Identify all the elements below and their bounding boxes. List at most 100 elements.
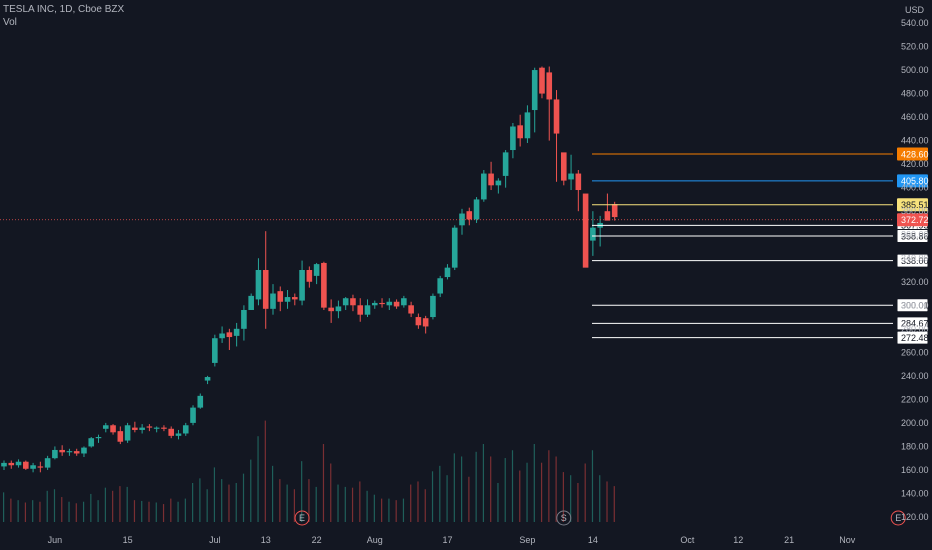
volume-bar bbox=[308, 479, 310, 522]
volume-bar bbox=[359, 481, 361, 522]
event-marker-label: S bbox=[561, 513, 567, 523]
volume-bar bbox=[177, 501, 179, 522]
candle-body bbox=[233, 328, 240, 336]
candle-body bbox=[466, 211, 473, 220]
volume-bar bbox=[75, 503, 77, 522]
horizontal-levels: 428.60405.80385.51367.95358.86338.00300.… bbox=[0, 147, 929, 345]
candle-body bbox=[488, 173, 494, 186]
candle-body bbox=[430, 295, 436, 318]
candle-body bbox=[611, 204, 618, 218]
candle-body bbox=[386, 301, 393, 306]
volume-bar bbox=[257, 436, 259, 522]
volume-label[interactable]: Vol bbox=[3, 17, 17, 28]
volume-bar bbox=[279, 479, 281, 522]
price-tick-label: 320.00 bbox=[901, 277, 929, 287]
time-tick-label: 22 bbox=[312, 535, 322, 545]
volume-bar bbox=[170, 498, 172, 522]
level-price-label: 358.86 bbox=[901, 231, 929, 241]
candle-body bbox=[335, 306, 342, 312]
time-tick-label: 12 bbox=[733, 535, 743, 545]
volume-bar bbox=[366, 490, 368, 522]
candle-body bbox=[204, 377, 211, 381]
volume-bar bbox=[330, 463, 332, 522]
price-tick-label: 220.00 bbox=[901, 394, 929, 404]
candle-body bbox=[313, 264, 320, 276]
price-tick-label: 180.00 bbox=[901, 441, 929, 451]
price-tick-label: 260.00 bbox=[901, 347, 929, 357]
volume-bar bbox=[17, 500, 19, 522]
candle-body bbox=[59, 449, 65, 453]
volume-bar bbox=[613, 486, 615, 522]
price-tick-label: 500.00 bbox=[901, 65, 929, 75]
candle-body bbox=[15, 461, 22, 466]
volume-bar bbox=[24, 502, 27, 522]
volume-bar bbox=[511, 450, 514, 522]
volume-bar bbox=[301, 461, 303, 522]
candle-body bbox=[255, 270, 262, 300]
volume-bar bbox=[250, 459, 252, 522]
volume-bar bbox=[82, 501, 85, 522]
price-tick-label: 200.00 bbox=[901, 418, 929, 428]
candle-body bbox=[524, 112, 531, 139]
volume-bar bbox=[162, 504, 165, 522]
volume-bar bbox=[562, 472, 564, 522]
time-tick-label: Jul bbox=[209, 535, 221, 545]
candle-body bbox=[517, 125, 523, 139]
candle-body bbox=[66, 451, 73, 453]
currency-label: USD bbox=[905, 5, 925, 15]
symbol-title[interactable]: TESLA INC, 1D, Cboe BZX bbox=[3, 4, 125, 15]
volume-bar bbox=[192, 483, 194, 522]
candle-body bbox=[328, 307, 334, 312]
candle-body bbox=[422, 318, 429, 327]
volume-bar bbox=[410, 484, 412, 522]
volume-bar bbox=[424, 489, 426, 522]
candle-body bbox=[95, 437, 102, 439]
candle-body bbox=[481, 173, 487, 200]
volume-bar bbox=[555, 456, 557, 522]
candle-body bbox=[604, 211, 611, 221]
volume-bar bbox=[519, 470, 521, 522]
volume-bar bbox=[228, 484, 230, 522]
candle-body bbox=[1, 462, 7, 467]
level-price-tag bbox=[897, 198, 928, 212]
candle-body bbox=[575, 173, 582, 191]
candle-body bbox=[262, 270, 269, 309]
volume-bar bbox=[584, 463, 586, 522]
candle-body bbox=[8, 462, 15, 466]
candle-body bbox=[415, 317, 422, 326]
volume-bar bbox=[112, 490, 114, 522]
candle-body bbox=[284, 297, 291, 302]
level-price-label: 405.80 bbox=[901, 176, 929, 186]
volume-bars bbox=[3, 420, 615, 522]
volume-bar bbox=[446, 475, 448, 522]
level-price-tag bbox=[896, 316, 929, 331]
volume-bar bbox=[199, 478, 201, 522]
candle-body bbox=[451, 227, 458, 268]
volume-bar bbox=[497, 483, 499, 522]
price-tick-label: 400.00 bbox=[901, 183, 929, 193]
time-tick-label: 14 bbox=[588, 535, 598, 545]
candles bbox=[1, 66, 618, 473]
candle-body bbox=[393, 301, 400, 307]
volume-bar bbox=[540, 462, 543, 522]
candle-body bbox=[299, 270, 305, 301]
level-price-label: 272.48 bbox=[901, 333, 929, 343]
candle-body bbox=[270, 293, 276, 309]
volume-bar bbox=[315, 486, 317, 522]
price-tick-label: 520.00 bbox=[901, 42, 929, 52]
volume-bar bbox=[417, 481, 419, 522]
candle-body bbox=[539, 67, 545, 94]
level-price-tag bbox=[896, 330, 929, 345]
volume-bar bbox=[68, 501, 70, 522]
volume-bar bbox=[577, 483, 579, 522]
level-price-tag bbox=[896, 253, 929, 268]
candle-body bbox=[23, 461, 29, 469]
candle-body bbox=[495, 180, 502, 186]
candle-body bbox=[110, 425, 116, 433]
candle-body bbox=[132, 427, 138, 430]
volume-bar bbox=[271, 465, 274, 522]
level-price-label: 385.51 bbox=[901, 200, 929, 210]
candle-body bbox=[364, 305, 371, 315]
volume-bar bbox=[148, 501, 150, 522]
